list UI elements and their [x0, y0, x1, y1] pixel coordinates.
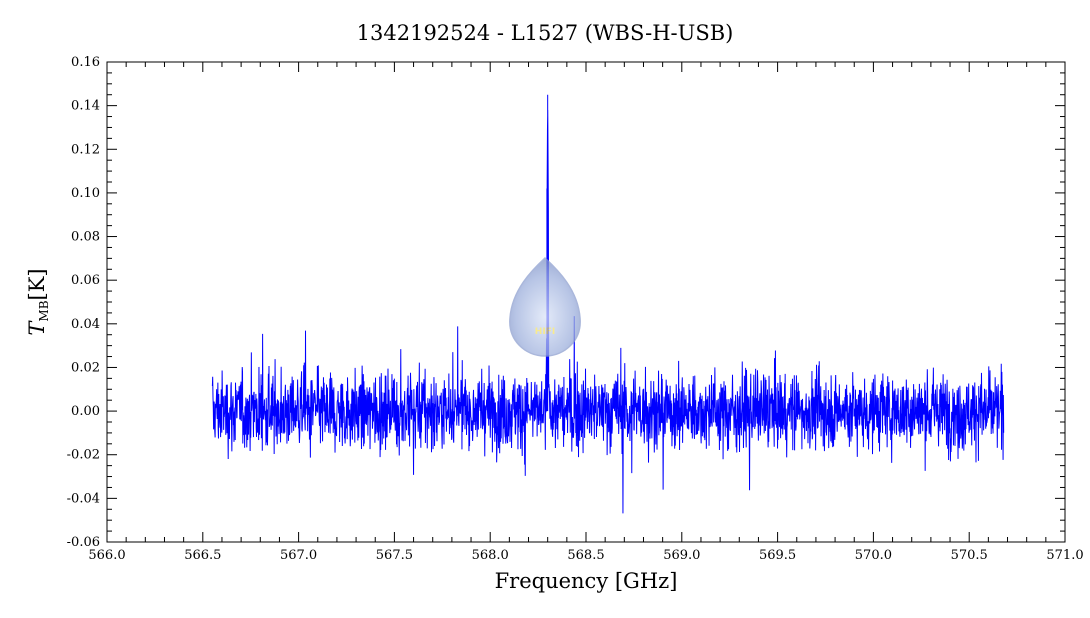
y-axis: -0.06 -0.04 -0.02 0.00 0.02 0.04 0.06 0.08 0.10 0…	[67, 55, 1065, 550]
y-tick-label: 0.00	[71, 404, 100, 419]
x-tick-label: 568.5	[567, 548, 604, 563]
chart-title: 1342192524 - L1527 (WBS-H-USB)	[357, 21, 734, 45]
y-tick-label: -0.06	[67, 535, 100, 550]
watermark-text: HIFI	[535, 327, 555, 337]
x-tick-label: 570.5	[951, 548, 988, 563]
svg-text:TMB[K]: TMB[K]	[25, 268, 51, 335]
x-axis-label: Frequency [GHz]	[495, 569, 678, 593]
x-tick-label: 571.0	[1046, 548, 1083, 563]
x-tick-label: 566.5	[184, 548, 221, 563]
y-tick-label: 0.02	[71, 360, 100, 375]
y-axis-unit: [K]	[25, 268, 49, 300]
y-tick-label: 0.06	[71, 273, 100, 288]
x-axis: 566.0 566.5 567.0 567.5 568.0 568.5 569.0 569.5…	[88, 62, 1084, 563]
y-axis-label: TMB[K]	[25, 268, 51, 335]
y-tick-label: 0.16	[71, 55, 100, 70]
x-tick-label: 567.0	[280, 548, 317, 563]
x-tick-label: 570.0	[855, 548, 892, 563]
y-tick-label: 0.14	[71, 99, 100, 114]
x-tick-label: 567.5	[376, 548, 413, 563]
spectrum-series	[211, 94, 1005, 514]
series-line	[211, 94, 1005, 514]
y-tick-label: 0.12	[71, 142, 100, 157]
y-tick-label: 0.10	[71, 186, 100, 201]
plot-frame	[106, 61, 1066, 543]
y-axis-subscript: MB	[37, 300, 51, 321]
x-tick-label: 568.0	[472, 548, 509, 563]
y-tick-label: 0.08	[71, 230, 100, 245]
y-tick-label: -0.04	[67, 491, 100, 506]
x-tick-label: 566.0	[88, 548, 125, 563]
y-tick-label: -0.02	[67, 448, 100, 463]
x-tick-label: 569.0	[663, 548, 700, 563]
hifi-watermark: HIFI	[509, 256, 581, 357]
y-tick-label: 0.04	[71, 317, 100, 332]
watermark-drop-icon	[509, 256, 581, 357]
x-tick-label: 569.5	[759, 548, 796, 563]
y-axis-symbol: T	[25, 320, 49, 336]
